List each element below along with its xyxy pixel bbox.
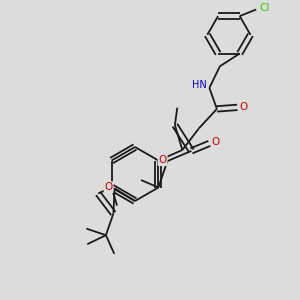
Text: O: O [212, 137, 220, 147]
Text: O: O [158, 155, 167, 165]
Text: HN: HN [192, 80, 207, 91]
Text: Cl: Cl [260, 3, 270, 13]
Text: O: O [240, 102, 248, 112]
Text: O: O [104, 182, 113, 192]
